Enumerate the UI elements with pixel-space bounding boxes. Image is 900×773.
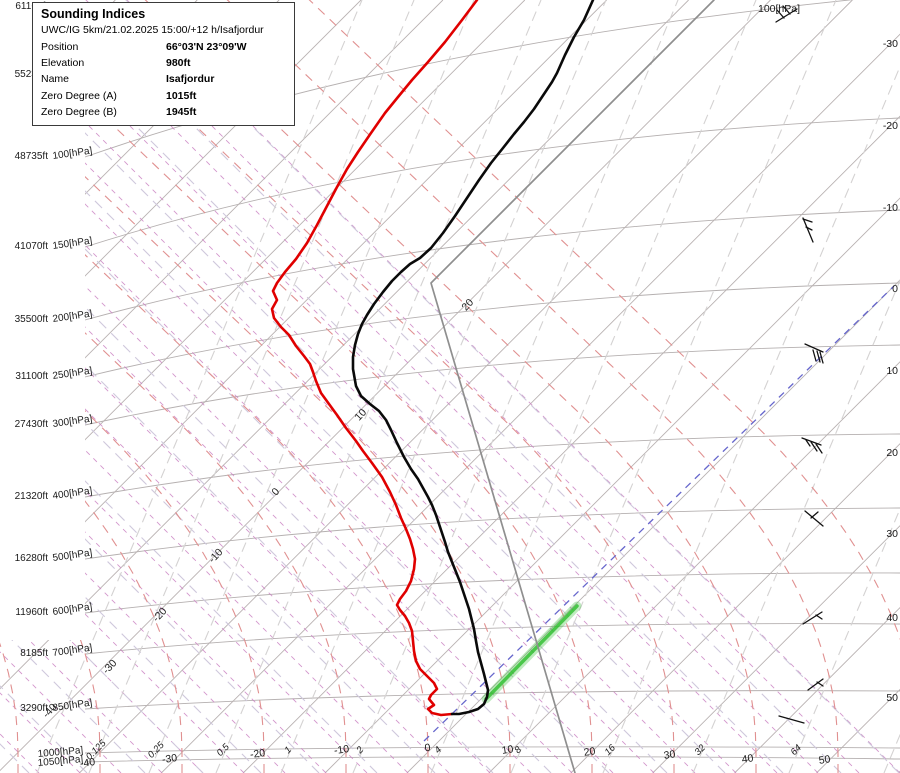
isobar-1000[hPa] — [84, 746, 900, 754]
pressure-label: 1000[hPa] — [37, 745, 84, 760]
wind-barb-4 — [804, 510, 824, 527]
right-temp-label: 0 — [892, 283, 898, 295]
bottom-temp-label: 20 — [583, 745, 596, 759]
wind-barb-2 — [804, 343, 824, 364]
isobar-150[hPa] — [84, 117, 900, 248]
mixing-ratio-label: 1 — [282, 744, 294, 756]
altitude-label: 48735ft — [15, 151, 49, 162]
parcel-ascent-line — [430, 0, 715, 773]
altitude-label: 11960ft — [15, 607, 48, 618]
altitude-label: 16280ft — [15, 553, 49, 564]
mixing-ratio-label: 2 — [354, 744, 367, 757]
wind-barb-3 — [801, 437, 823, 454]
pressure-label-top-right: 100[hPa] — [758, 3, 800, 15]
right-temp-label: 50 — [886, 692, 898, 704]
right-temp-label: 20 — [886, 447, 898, 459]
wind-barbs — [775, 5, 824, 724]
altitude-label: 61160ft — [15, 1, 48, 12]
pressure-label: 300[hPa] — [52, 413, 93, 429]
temperature-curve-black — [351, 0, 595, 716]
altitude-label: 35500ft — [15, 314, 49, 325]
mixing-ratio-label: 4 — [432, 744, 444, 756]
altitude-label: 3290ft — [20, 703, 48, 714]
right-temp-label: -30 — [883, 38, 898, 50]
dewpoint-curve-red — [270, 0, 479, 717]
bottom-temp-label: 10 — [501, 743, 514, 757]
wind-barb-6 — [807, 678, 824, 691]
bottom-temp-label: 50 — [818, 753, 831, 767]
bottom-axis-labels: -40 -30 -20 -10 0 10 20 30 40 50 — [79, 742, 831, 770]
isobar-600[hPa] — [84, 572, 900, 614]
bottom-temp-label: -20 — [249, 747, 266, 761]
right-temp-label: 10 — [886, 365, 898, 377]
zero-degree-green-segment — [481, 601, 582, 704]
pressure-label: 200[hPa] — [52, 308, 93, 324]
right-temp-label: -10 — [883, 202, 898, 214]
adiabat-temp-label: 10 — [352, 406, 369, 423]
isobar-1050[hPa] — [84, 756, 900, 763]
right-temp-label: -20 — [883, 120, 898, 132]
wind-barb-7 — [778, 715, 805, 724]
pressure-label: 400[hPa] — [52, 485, 93, 501]
altitude-label: 41070ft — [15, 241, 49, 252]
bottom-temp-label: 40 — [741, 752, 754, 766]
model-run-info: UWC/IG 5km/21.02.2025 15:00/+12 h/Isafjo… — [41, 24, 264, 36]
info-row-zero-degree-b: Zero Degree (B) 1945ft — [41, 105, 197, 118]
pressure-label: 850[hPa] — [52, 697, 93, 713]
zero-degree-isotherm — [423, 285, 895, 742]
wind-barb-1 — [802, 217, 814, 243]
bottom-temp-label: -40 — [79, 756, 96, 770]
mixing-ratio-label: 0.5 — [215, 741, 233, 759]
right-temp-label: 30 — [886, 528, 898, 540]
mixing-ratio-label: 16 — [603, 742, 619, 758]
info-row-zero-degree-a: Zero Degree (A) 1015ft — [41, 89, 197, 102]
mixing-ratio-label: 64 — [789, 743, 804, 758]
right-axis-labels: -30 -20 -10 0 10 20 30 40 50 — [883, 38, 898, 704]
altitude-label: 21320ft — [15, 491, 49, 502]
info-row-position: Position 66°03'N 23°09'W — [41, 41, 247, 53]
pressure-label: 150[hPa] — [52, 235, 93, 251]
altitude-label: 31100ft — [15, 371, 48, 382]
altitude-label: 55230ft — [15, 69, 49, 80]
mixing-ratio-label: 0.125 — [84, 737, 109, 762]
altitude-label: 8185ft — [20, 648, 48, 659]
pressure-label: 100[hPa] — [52, 145, 93, 161]
isobar-500[hPa] — [84, 507, 900, 560]
isobar-400[hPa] — [84, 433, 900, 498]
adiabat-temp-label: -10 — [206, 546, 225, 565]
top-right-pressure-label: 100[hPa] — [758, 3, 800, 15]
bottom-temp-label: -30 — [161, 752, 178, 766]
bottom-temp-label: 30 — [663, 748, 676, 762]
bottom-temp-label: 0 — [424, 742, 432, 755]
right-temp-label: 40 — [886, 612, 898, 624]
mixing-ratio-label: 8 — [512, 744, 524, 756]
wind-barb-5 — [802, 611, 823, 625]
adiabat-temp-label: 0 — [269, 486, 282, 499]
info-row-name: Name Isafjordur — [41, 73, 215, 86]
panel-title: Sounding Indices — [41, 7, 146, 21]
pressure-label: 250[hPa] — [52, 365, 93, 381]
isobar-850[hPa] — [84, 690, 900, 710]
pressure-label: 500[hPa] — [52, 547, 93, 563]
pressure-label: 1050[hPa] — [37, 754, 84, 769]
wind-barb-0 — [775, 5, 798, 23]
isobar-200[hPa] — [84, 209, 900, 321]
altitude-label: 27430ft — [15, 419, 49, 430]
mixing-ratio-label: 32 — [693, 742, 709, 758]
isobar-700[hPa] — [84, 623, 900, 655]
bottom-temp-label: -10 — [333, 743, 350, 757]
isobar-250[hPa] — [84, 282, 900, 378]
info-row-elevation: Elevation 980ft — [41, 57, 191, 70]
sounding-indices-panel: Sounding Indices UWC/IG 5km/21.02.2025 1… — [32, 2, 295, 127]
